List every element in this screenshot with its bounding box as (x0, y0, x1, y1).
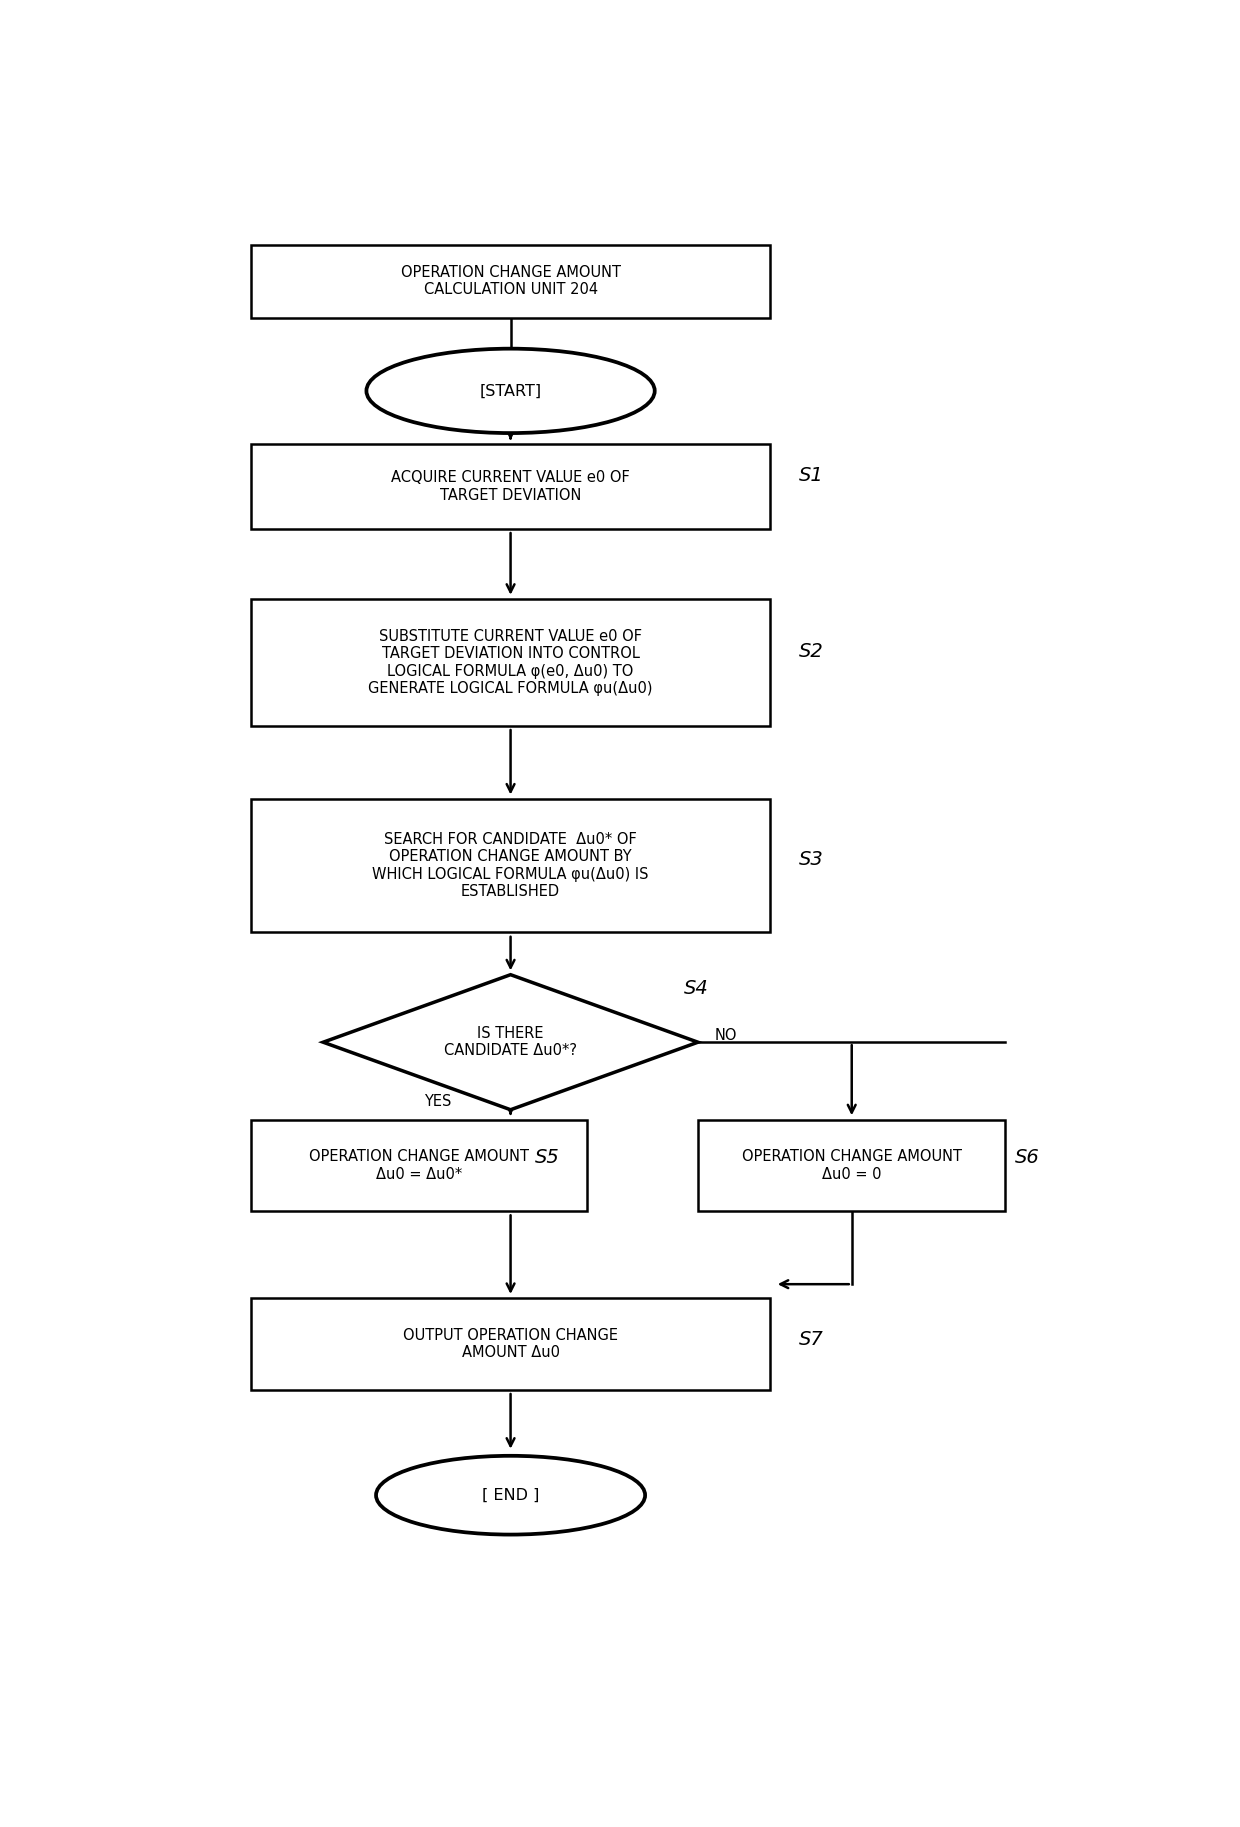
Text: YES: YES (424, 1094, 451, 1109)
Text: IS THERE
CANDIDATE Δu0*?: IS THERE CANDIDATE Δu0*? (444, 1027, 577, 1058)
FancyBboxPatch shape (250, 444, 770, 528)
Text: S5: S5 (534, 1147, 559, 1167)
Text: OPERATION CHANGE AMOUNT
CALCULATION UNIT 204: OPERATION CHANGE AMOUNT CALCULATION UNIT… (401, 265, 620, 298)
Ellipse shape (367, 349, 655, 433)
Text: SUBSTITUTE CURRENT VALUE e0 OF
TARGET DEVIATION INTO CONTROL
LOGICAL FORMULA φ(e: SUBSTITUTE CURRENT VALUE e0 OF TARGET DE… (368, 628, 652, 696)
FancyBboxPatch shape (250, 1120, 588, 1211)
Text: S6: S6 (1016, 1147, 1040, 1167)
FancyBboxPatch shape (250, 798, 770, 932)
Text: S2: S2 (799, 641, 823, 661)
Text: [START]: [START] (480, 384, 542, 398)
Polygon shape (324, 974, 698, 1109)
Text: S1: S1 (799, 466, 823, 484)
Text: S4: S4 (683, 979, 708, 998)
FancyBboxPatch shape (250, 245, 770, 318)
FancyBboxPatch shape (698, 1120, 1006, 1211)
Text: [ END ]: [ END ] (482, 1487, 539, 1502)
FancyBboxPatch shape (250, 599, 770, 725)
Ellipse shape (376, 1456, 645, 1535)
Text: S3: S3 (799, 850, 823, 870)
FancyBboxPatch shape (250, 1299, 770, 1390)
Text: OUTPUT OPERATION CHANGE
AMOUNT Δu0: OUTPUT OPERATION CHANGE AMOUNT Δu0 (403, 1328, 618, 1359)
Text: ACQUIRE CURRENT VALUE e0 OF
TARGET DEVIATION: ACQUIRE CURRENT VALUE e0 OF TARGET DEVIA… (391, 470, 630, 502)
Text: S7: S7 (799, 1330, 823, 1348)
Text: OPERATION CHANGE AMOUNT
Δu0 = 0: OPERATION CHANGE AMOUNT Δu0 = 0 (742, 1149, 962, 1182)
Text: SEARCH FOR CANDIDATE  Δu0* OF
OPERATION CHANGE AMOUNT BY
WHICH LOGICAL FORMULA φ: SEARCH FOR CANDIDATE Δu0* OF OPERATION C… (372, 831, 649, 899)
Text: NO: NO (714, 1027, 737, 1043)
Text: OPERATION CHANGE AMOUNT
Δu0 = Δu0*: OPERATION CHANGE AMOUNT Δu0 = Δu0* (309, 1149, 529, 1182)
